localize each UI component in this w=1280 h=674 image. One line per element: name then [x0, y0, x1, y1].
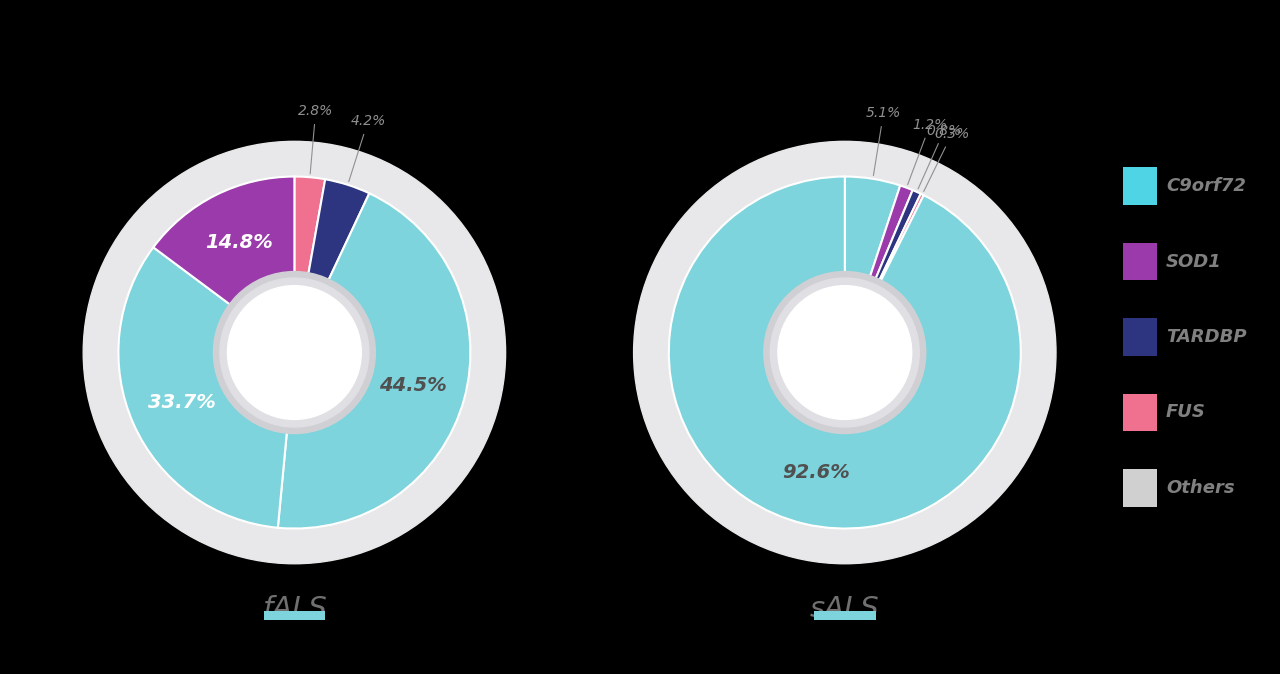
Circle shape [214, 272, 375, 433]
Wedge shape [294, 177, 325, 353]
Text: 0.3%: 0.3% [934, 127, 969, 142]
Wedge shape [154, 177, 294, 353]
FancyBboxPatch shape [1123, 318, 1157, 356]
Text: sALS: sALS [810, 595, 879, 623]
Circle shape [83, 142, 506, 563]
Wedge shape [119, 247, 294, 528]
Wedge shape [845, 193, 924, 353]
Wedge shape [294, 179, 370, 353]
Text: 5.1%: 5.1% [867, 106, 901, 120]
Wedge shape [669, 177, 1020, 528]
Circle shape [228, 286, 361, 419]
Circle shape [764, 272, 925, 433]
Circle shape [220, 278, 369, 427]
Text: 14.8%: 14.8% [205, 233, 273, 252]
Text: 44.5%: 44.5% [379, 375, 447, 394]
Wedge shape [278, 193, 470, 528]
Circle shape [634, 142, 1056, 563]
FancyBboxPatch shape [1123, 394, 1157, 431]
FancyBboxPatch shape [264, 611, 325, 620]
Circle shape [778, 286, 911, 419]
Text: 2.8%: 2.8% [298, 104, 333, 117]
FancyBboxPatch shape [1123, 243, 1157, 280]
Wedge shape [845, 185, 913, 353]
Text: 4.2%: 4.2% [351, 114, 385, 128]
Wedge shape [845, 177, 900, 353]
Text: 0.8%: 0.8% [927, 124, 961, 138]
Text: FUS: FUS [1166, 404, 1206, 421]
FancyBboxPatch shape [814, 611, 876, 620]
FancyBboxPatch shape [1123, 167, 1157, 205]
Text: Others: Others [1166, 479, 1235, 497]
Text: C9orf72: C9orf72 [1166, 177, 1245, 195]
FancyBboxPatch shape [1123, 469, 1157, 507]
Circle shape [771, 278, 919, 427]
Text: TARDBP: TARDBP [1166, 328, 1247, 346]
Text: 92.6%: 92.6% [782, 463, 850, 482]
Text: 33.7%: 33.7% [148, 393, 215, 412]
Text: SOD1: SOD1 [1166, 253, 1222, 270]
Text: fALS: fALS [262, 595, 326, 623]
Text: 1.2%: 1.2% [913, 118, 947, 132]
Wedge shape [845, 190, 920, 353]
